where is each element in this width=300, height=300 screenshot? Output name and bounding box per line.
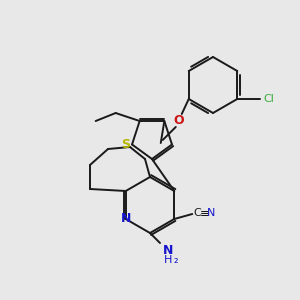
- Text: O: O: [173, 115, 184, 128]
- Text: S: S: [122, 138, 130, 151]
- Text: N: N: [163, 244, 173, 257]
- Text: H: H: [164, 255, 172, 265]
- Text: ≡: ≡: [199, 206, 209, 220]
- Text: N: N: [207, 208, 215, 218]
- Text: Cl: Cl: [264, 94, 275, 104]
- Text: ₂: ₂: [174, 255, 178, 265]
- Text: N: N: [121, 212, 131, 226]
- Text: C: C: [194, 208, 201, 218]
